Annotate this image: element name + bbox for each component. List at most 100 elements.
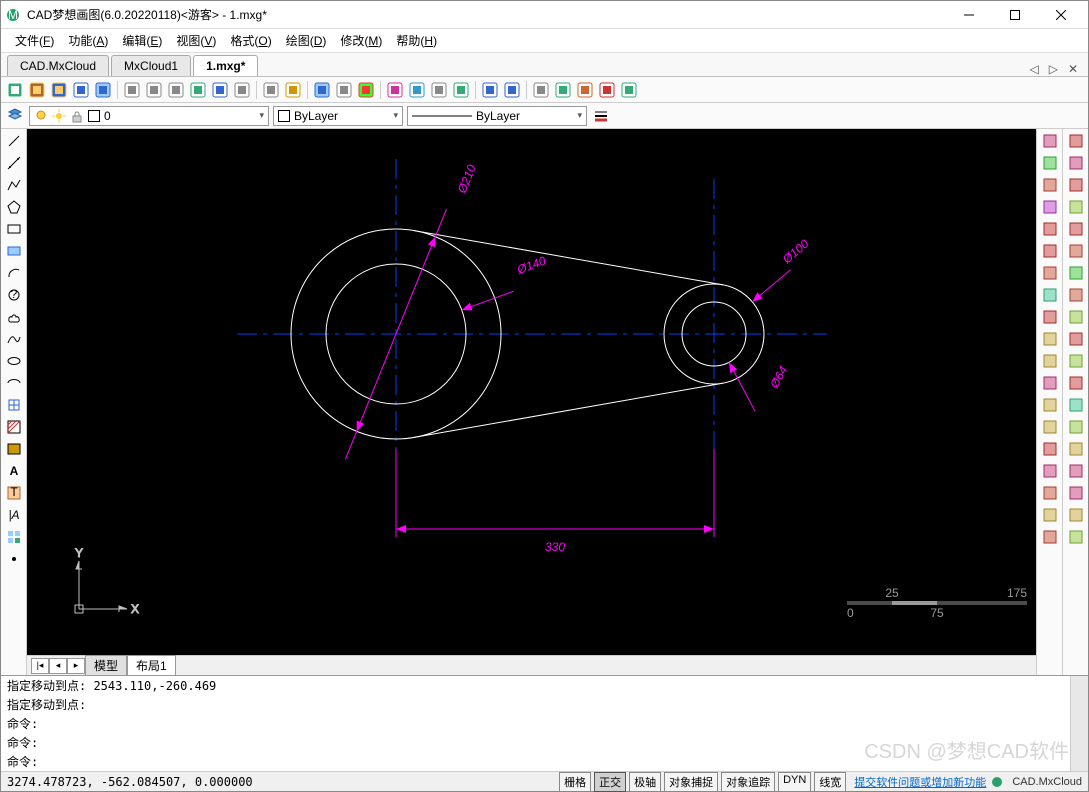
dist-tool[interactable] bbox=[1066, 461, 1086, 481]
chamfer-tool[interactable] bbox=[1066, 351, 1086, 371]
hatch-tool[interactable] bbox=[4, 417, 24, 437]
undo-button[interactable] bbox=[480, 80, 500, 100]
status-toggle-3[interactable]: 对象捕捉 bbox=[664, 772, 718, 792]
fillet-tool[interactable] bbox=[1040, 505, 1060, 525]
hatch-button[interactable] bbox=[407, 80, 427, 100]
pan-button[interactable] bbox=[188, 80, 208, 100]
arcsym-tool[interactable] bbox=[1066, 505, 1086, 525]
area-tool[interactable] bbox=[1066, 483, 1086, 503]
tab-close-icon[interactable]: ✕ bbox=[1064, 62, 1082, 76]
gradient-tool[interactable] bbox=[4, 439, 24, 459]
drawing-canvas[interactable]: Ø210Ø140Ø100Ø64330XY02575175 bbox=[27, 129, 1036, 655]
tool-button[interactable] bbox=[1040, 307, 1060, 327]
tool-button[interactable] bbox=[1040, 241, 1060, 261]
maximize-button[interactable] bbox=[992, 1, 1038, 29]
zoomext-button[interactable] bbox=[166, 80, 186, 100]
move-tool[interactable] bbox=[1066, 153, 1086, 173]
point-tool[interactable] bbox=[4, 549, 24, 569]
spline-tool[interactable] bbox=[4, 329, 24, 349]
region-tool[interactable]: A bbox=[4, 461, 24, 481]
arrayrect-tool[interactable] bbox=[1040, 285, 1060, 305]
status-toggle-1[interactable]: 正交 bbox=[594, 772, 626, 792]
offset-tool[interactable] bbox=[1040, 351, 1060, 371]
rectr-tool[interactable] bbox=[4, 241, 24, 261]
dim-button[interactable] bbox=[385, 80, 405, 100]
line-tool[interactable] bbox=[4, 131, 24, 151]
trim-tool[interactable] bbox=[1040, 373, 1060, 393]
circle-tool[interactable]: ? bbox=[4, 285, 24, 305]
doc-tab-1[interactable]: MxCloud1 bbox=[111, 55, 191, 76]
extend-tool[interactable] bbox=[1040, 395, 1060, 415]
ncopy-tool[interactable] bbox=[1040, 483, 1060, 503]
mirror-tool[interactable] bbox=[1040, 329, 1060, 349]
plot-button[interactable] bbox=[553, 80, 573, 100]
tool-button[interactable] bbox=[1066, 219, 1086, 239]
breakpt-tool[interactable] bbox=[1066, 307, 1086, 327]
copyclip-tool[interactable] bbox=[1040, 153, 1060, 173]
menu-0[interactable]: 文件(F) bbox=[9, 30, 60, 51]
menu-1[interactable]: 功能(A) bbox=[62, 30, 114, 51]
color-select[interactable]: ByLayer ▾ bbox=[273, 106, 403, 126]
opencloud-button[interactable] bbox=[49, 80, 69, 100]
measure-tool[interactable] bbox=[1066, 417, 1086, 437]
find-button[interactable] bbox=[261, 80, 281, 100]
stretch-tool[interactable] bbox=[1066, 197, 1086, 217]
lengthen-tool[interactable] bbox=[1066, 263, 1086, 283]
menu-6[interactable]: 修改(M) bbox=[334, 30, 388, 51]
status-toggle-5[interactable]: DYN bbox=[778, 772, 811, 792]
ellipse-tool[interactable] bbox=[4, 351, 24, 371]
paste-tool[interactable] bbox=[1040, 175, 1060, 195]
lineweight-button[interactable] bbox=[591, 106, 611, 126]
saveall-button[interactable] bbox=[93, 80, 113, 100]
feedback-link[interactable]: 提交软件问题或增加新功能 bbox=[854, 774, 986, 790]
menu-3[interactable]: 视图(V) bbox=[170, 30, 222, 51]
save-button[interactable] bbox=[71, 80, 91, 100]
grip-tool[interactable] bbox=[1040, 461, 1060, 481]
zoomin-button[interactable] bbox=[144, 80, 164, 100]
color-button[interactable] bbox=[356, 80, 376, 100]
layout-tab-1[interactable]: 布局1 bbox=[127, 655, 176, 676]
rotate-tool[interactable] bbox=[1040, 417, 1060, 437]
array-tool[interactable] bbox=[1040, 263, 1060, 283]
table-tool[interactable]: |A bbox=[4, 505, 24, 525]
status-toggle-6[interactable]: 线宽 bbox=[814, 772, 846, 792]
copy-tool[interactable] bbox=[1040, 131, 1060, 151]
layout-first-button[interactable]: |◂ bbox=[31, 658, 49, 674]
zoomprev-button[interactable] bbox=[210, 80, 230, 100]
open-button[interactable] bbox=[27, 80, 47, 100]
layout-next-button[interactable]: ▸ bbox=[67, 658, 85, 674]
xline-tool[interactable] bbox=[4, 153, 24, 173]
status-toggle-0[interactable]: 栅格 bbox=[559, 772, 591, 792]
linetype-select[interactable]: ByLayer ▾ bbox=[407, 106, 587, 126]
polygon-tool[interactable] bbox=[4, 197, 24, 217]
tool-button[interactable] bbox=[1066, 373, 1086, 393]
redo-button[interactable] bbox=[502, 80, 522, 100]
insert-tool[interactable] bbox=[4, 395, 24, 415]
layers-button[interactable] bbox=[312, 80, 332, 100]
help-button[interactable] bbox=[619, 80, 639, 100]
tool-button[interactable] bbox=[1040, 439, 1060, 459]
image-button[interactable] bbox=[451, 80, 471, 100]
pdf-button[interactable] bbox=[597, 80, 617, 100]
tab-prev-icon[interactable]: ◁ bbox=[1025, 62, 1042, 76]
settings-button[interactable] bbox=[575, 80, 595, 100]
menu-5[interactable]: 绘图(D) bbox=[280, 30, 333, 51]
erase-tool[interactable] bbox=[1040, 527, 1060, 547]
tool-button[interactable] bbox=[1066, 131, 1086, 151]
layout-prev-button[interactable]: ◂ bbox=[49, 658, 67, 674]
cut-tool[interactable] bbox=[1040, 197, 1060, 217]
command-scrollbar[interactable] bbox=[1070, 676, 1088, 771]
block-button[interactable] bbox=[429, 80, 449, 100]
layout-tab-0[interactable]: 模型 bbox=[85, 655, 127, 676]
rect-tool[interactable] bbox=[4, 219, 24, 239]
arc-tool[interactable] bbox=[4, 263, 24, 283]
menu-7[interactable]: 帮助(H) bbox=[390, 30, 443, 51]
menu-4[interactable]: 格式(O) bbox=[224, 30, 277, 51]
tab-next-icon[interactable]: ▷ bbox=[1045, 62, 1062, 76]
zoomwin-button[interactable] bbox=[122, 80, 142, 100]
pline-tool[interactable] bbox=[4, 175, 24, 195]
minimize-button[interactable] bbox=[946, 1, 992, 29]
mtext-tool[interactable] bbox=[4, 527, 24, 547]
doc-tab-2[interactable]: 1.mxg* bbox=[193, 55, 258, 76]
print-button[interactable] bbox=[531, 80, 551, 100]
